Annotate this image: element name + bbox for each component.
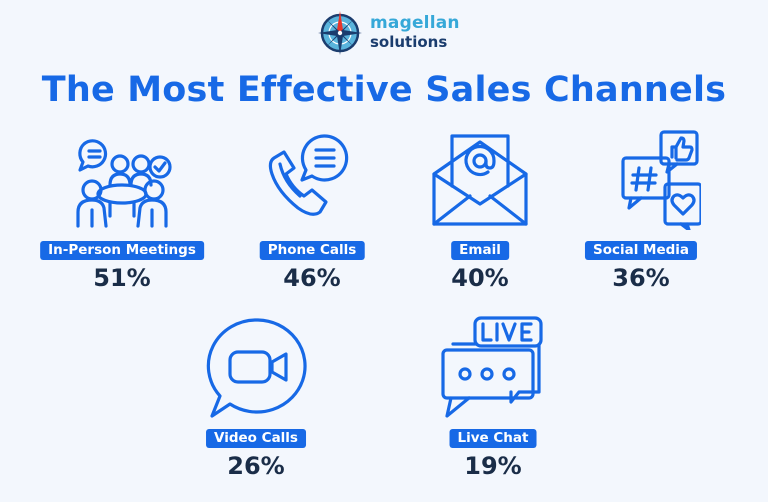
logo-name-line2: solutions (370, 33, 448, 51)
video-camera-icon (196, 314, 316, 422)
channel-in-person-meetings: In-Person Meetings 51% (27, 130, 217, 295)
channel-percentage: 26% (227, 452, 285, 480)
channel-percentage: 19% (464, 452, 522, 480)
live-chat-icon (433, 314, 553, 422)
page-title: The Most Effective Sales Channels (41, 70, 727, 110)
channel-label: Live Chat (449, 429, 537, 448)
channel-label: In-Person Meetings (40, 241, 204, 260)
channel-phone-calls: Phone Calls 46% (217, 130, 407, 295)
compass-rose-icon (318, 11, 362, 55)
channel-live-chat: Live Chat 19% (398, 312, 588, 487)
envelope-icon (420, 130, 540, 230)
channel-percentage: 46% (283, 264, 341, 292)
channel-percentage: 36% (612, 264, 670, 292)
channel-social-media: Social Media 36% (546, 130, 736, 295)
social-bubbles-icon (581, 130, 701, 230)
channel-label: Phone Calls (259, 241, 365, 260)
channel-label: Email (451, 241, 509, 260)
channel-percentage: 40% (451, 264, 509, 292)
channel-video-calls: Video Calls 26% (161, 312, 351, 487)
phone-chat-icon (252, 130, 372, 230)
channel-label: Social Media (584, 241, 698, 260)
brand-logo: magellan solutions (316, 8, 460, 58)
logo-name-line1: magellan (370, 13, 460, 33)
channel-label: Video Calls (206, 429, 306, 448)
channel-percentage: 51% (93, 264, 151, 292)
meeting-table-icon (62, 130, 182, 230)
channel-email: Email 40% (385, 130, 575, 295)
